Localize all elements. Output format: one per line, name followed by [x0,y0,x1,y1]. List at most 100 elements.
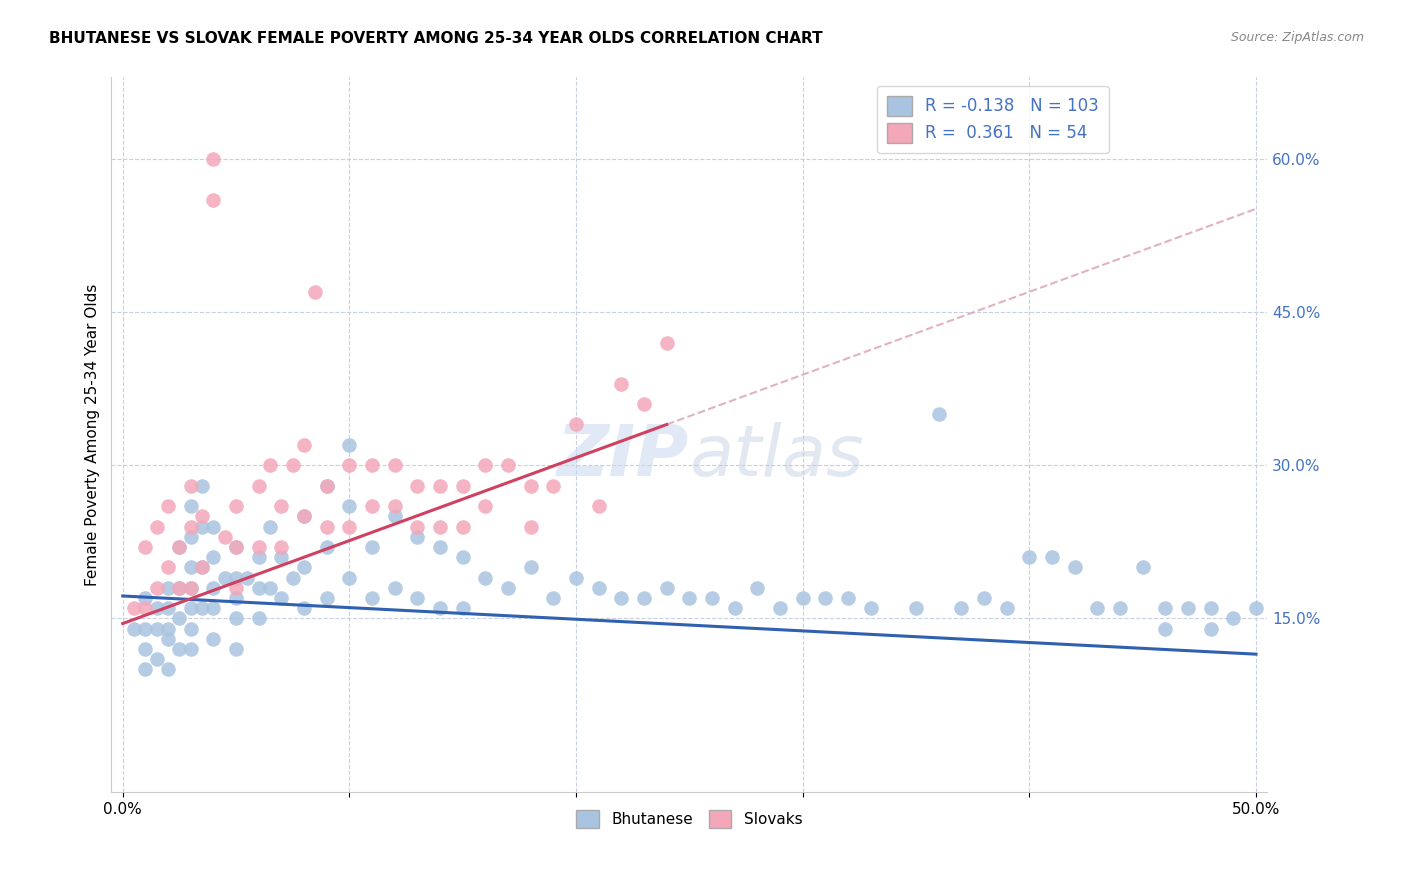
Point [315,479,337,493]
Point [225,499,247,513]
Point [747,581,769,595]
Point [169,611,191,625]
Point [474,571,496,585]
Point [180,530,202,544]
Point [543,479,565,493]
Point [202,601,225,615]
Point [134,591,156,605]
Point [339,519,361,533]
Point [406,530,429,544]
Point [292,438,315,452]
Point [406,479,429,493]
Point [451,519,474,533]
Point [191,601,214,615]
Point [304,285,326,299]
Point [384,499,406,513]
Point [655,335,678,350]
Point [134,663,156,677]
Point [429,540,451,554]
Point [474,458,496,473]
Point [1063,560,1085,574]
Point [145,622,167,636]
Point [169,540,191,554]
Point [655,581,678,595]
Point [202,581,225,595]
Y-axis label: Female Poverty Among 25-34 Year Olds: Female Poverty Among 25-34 Year Olds [86,284,100,586]
Point [384,458,406,473]
Point [950,601,973,615]
Point [1199,601,1222,615]
Point [361,458,384,473]
Point [565,417,588,432]
Point [225,591,247,605]
Point [169,540,191,554]
Point [792,591,814,605]
Point [281,458,304,473]
Point [1222,611,1244,625]
Point [1154,601,1177,615]
Point [451,479,474,493]
Point [157,632,180,646]
Point [361,591,384,605]
Point [180,581,202,595]
Point [259,581,281,595]
Point [543,591,565,605]
Point [1109,601,1132,615]
Text: atlas: atlas [689,422,865,491]
Point [724,601,747,615]
Point [496,581,519,595]
Point [134,642,156,657]
Point [406,591,429,605]
Point [384,581,406,595]
Point [451,601,474,615]
Point [169,581,191,595]
Point [905,601,928,615]
Point [225,540,247,554]
Point [157,601,180,615]
Text: ZIP: ZIP [557,422,689,491]
Point [122,601,145,615]
Point [270,591,292,605]
Point [259,458,281,473]
Point [157,581,180,595]
Point [247,611,270,625]
Point [145,519,167,533]
Point [191,560,214,574]
Point [837,591,859,605]
Point [145,581,167,595]
Point [214,571,236,585]
Point [214,530,236,544]
Point [519,560,541,574]
Point [180,519,202,533]
Point [157,499,180,513]
Point [610,591,633,605]
Point [191,509,214,524]
Point [339,499,361,513]
Point [225,642,247,657]
Point [134,601,156,615]
Point [588,581,610,595]
Point [270,540,292,554]
Point [814,591,837,605]
Point [157,622,180,636]
Point [610,376,633,391]
Point [270,499,292,513]
Point [202,519,225,533]
Point [292,560,315,574]
Point [247,550,270,565]
Point [995,601,1018,615]
Point [270,550,292,565]
Point [191,560,214,574]
Point [700,591,723,605]
Point [180,581,202,595]
Point [180,499,202,513]
Point [157,663,180,677]
Point [180,601,202,615]
Point [157,560,180,574]
Point [339,571,361,585]
Point [315,591,337,605]
Point [361,540,384,554]
Point [519,479,541,493]
Point [339,438,361,452]
Point [429,601,451,615]
